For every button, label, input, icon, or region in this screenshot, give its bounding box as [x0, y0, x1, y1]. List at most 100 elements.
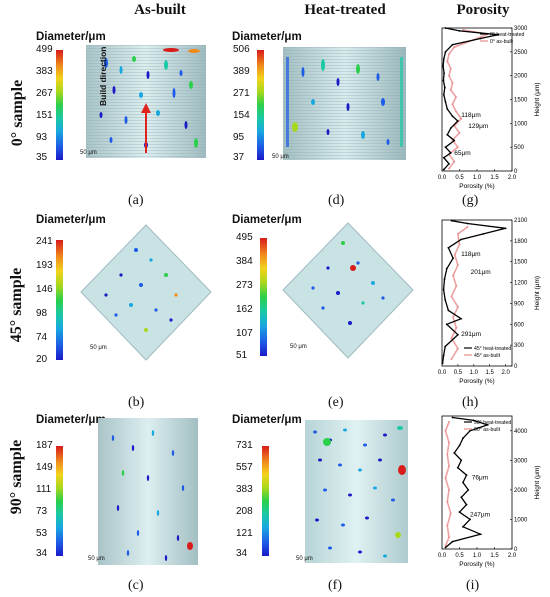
series-point-g-0-9	[451, 103, 454, 106]
tick-b-2: 146	[36, 284, 53, 295]
y-tick-label-g-5: 2500	[514, 50, 528, 56]
series-point-h-1-4	[445, 323, 448, 326]
colorbar-ticks-c: 187 149 111 73 53 34	[36, 440, 56, 560]
tick-d-2: 271	[233, 88, 250, 99]
legend-label-g-0: 0° heat-treated	[490, 32, 524, 38]
ct-image-a	[86, 45, 206, 158]
series-point-g-0-15	[446, 60, 449, 63]
series-point-h-1-12	[447, 246, 450, 249]
row-header-0: 0° sample	[9, 79, 26, 147]
plot-frame-h	[441, 219, 513, 367]
header-as-built: As-built	[134, 2, 186, 18]
series-point-i-1-6	[465, 503, 468, 506]
colorbar-ticks-f: 731 557 383 208 121 34	[236, 440, 258, 560]
series-point-g-0-0	[448, 167, 450, 170]
caption-h: (h)	[462, 395, 479, 410]
series-point-h-1-5	[460, 317, 462, 320]
ct-scan-b	[80, 224, 212, 361]
series-line-h-0	[450, 226, 468, 360]
x-axis-label-h: Porosity (%)	[459, 378, 494, 385]
caption-g: (g)	[462, 193, 479, 208]
series-point-i-0-10	[444, 429, 447, 432]
scale-bar-f: 50 μm	[296, 556, 313, 562]
series-point-h-0-3	[455, 326, 458, 329]
series-point-i-1-8	[467, 488, 470, 491]
caption-f: (f)	[328, 578, 342, 593]
row-header-90: 90° sample	[8, 439, 25, 515]
x-tick-label-i-3: 1.5	[490, 553, 499, 559]
series-point-g-1-14	[442, 79, 445, 82]
ct-image-d	[283, 47, 406, 160]
y-tick-label-g-6: 3000	[514, 26, 528, 32]
annotation-i-0: 76μm	[472, 475, 488, 482]
legend-label-g-1: 0° as-built	[490, 39, 514, 45]
series-point-i-1-11	[456, 466, 459, 469]
ct-image-f	[305, 420, 408, 563]
colorbar-b	[56, 240, 63, 360]
tick-d-0: 506	[233, 44, 250, 55]
series-point-h-0-10	[453, 253, 456, 256]
series-point-g-1-1	[448, 162, 450, 165]
tick-e-4: 107	[236, 328, 253, 339]
series-point-i-1-0	[444, 546, 447, 549]
series-point-g-1-17	[442, 58, 445, 60]
colorbar-ticks-b: 241 193 146 98 74 20	[36, 236, 56, 365]
colorbar-c	[56, 446, 63, 556]
series-line-h-1	[441, 220, 506, 364]
y-tick-label-g-0: 0	[514, 169, 518, 175]
x-tick-label-i-1: 0.5	[455, 553, 464, 559]
tick-d-1: 389	[233, 66, 250, 77]
series-point-i-0-8	[446, 453, 449, 456]
colorbar-title-d: Diameter/μm	[232, 31, 302, 43]
series-point-g-0-1	[453, 160, 456, 163]
y-tick-label-h-4: 1200	[514, 281, 528, 287]
annotation-g-0: 118μm	[461, 112, 481, 119]
series-point-h-1-10	[445, 267, 448, 270]
series-point-g-0-5	[458, 131, 461, 134]
tick-d-5: 37	[233, 152, 245, 163]
series-point-g-1-0	[442, 168, 445, 171]
y-tick-label-i-3: 3000	[514, 458, 528, 464]
y-tick-label-h-1: 300	[514, 343, 525, 349]
series-point-g-1-16	[442, 65, 444, 68]
x-tick-label-i-0: 0.0	[438, 553, 447, 559]
series-point-h-0-12	[457, 233, 459, 235]
pores-d	[286, 57, 403, 147]
tick-f-1: 557	[236, 462, 253, 473]
series-point-g-0-8	[455, 110, 457, 113]
tick-e-2: 273	[236, 280, 253, 291]
porosity-chart-i: 0.0 0.5 1.0 1.5 2.00 1000 2000 3000 4000 Porosity…	[438, 415, 541, 568]
series-point-h-1-1	[442, 354, 445, 357]
build-direction-label: Build direction	[98, 46, 108, 107]
tick-e-1: 384	[236, 256, 253, 267]
tick-d-3: 154	[233, 110, 250, 121]
series-point-g-1-8	[456, 120, 459, 122]
y-tick-label-h-7: 2100	[514, 218, 528, 224]
header-porosity: Porosity	[456, 2, 510, 18]
series-point-g-1-12	[442, 93, 445, 96]
legend-label-h-0: 45° heat-treated	[474, 346, 511, 352]
annotation-g-1: 129μm	[468, 123, 488, 130]
y-tick-label-h-2: 600	[514, 322, 525, 328]
scale-bar-b: 50 μm	[90, 345, 107, 351]
caption-c: (c)	[128, 578, 144, 593]
series-point-i-1-14	[458, 444, 461, 447]
tick-e-5: 51	[236, 350, 248, 361]
x-tick-label-h-4: 2.0	[501, 370, 510, 376]
series-point-i-1-18	[472, 419, 475, 422]
tick-a-5: 35	[36, 152, 48, 163]
x-axis-label-i: Porosity (%)	[459, 561, 494, 568]
series-point-i-0-3	[449, 512, 452, 515]
tick-f-3: 208	[236, 506, 253, 517]
porosity-chart-g: 0.0 0.5 1.0 1.5 2.00 500 1000 1500 2000 2500 3000 P…	[438, 26, 541, 190]
series-point-g-1-5	[453, 139, 456, 142]
series-point-i-0-7	[448, 465, 450, 468]
y-axis-label-h: Height (μm)	[534, 276, 541, 310]
x-tick-label-h-2: 1.0	[470, 370, 479, 376]
tick-a-1: 383	[36, 66, 53, 77]
series-point-g-0-20	[462, 29, 464, 31]
caption-i: (i)	[466, 578, 480, 593]
y-tick-label-h-0: 0	[514, 364, 518, 370]
series-point-g-1-13	[443, 86, 446, 89]
y-axis-label-i: Height (μm)	[534, 465, 541, 499]
